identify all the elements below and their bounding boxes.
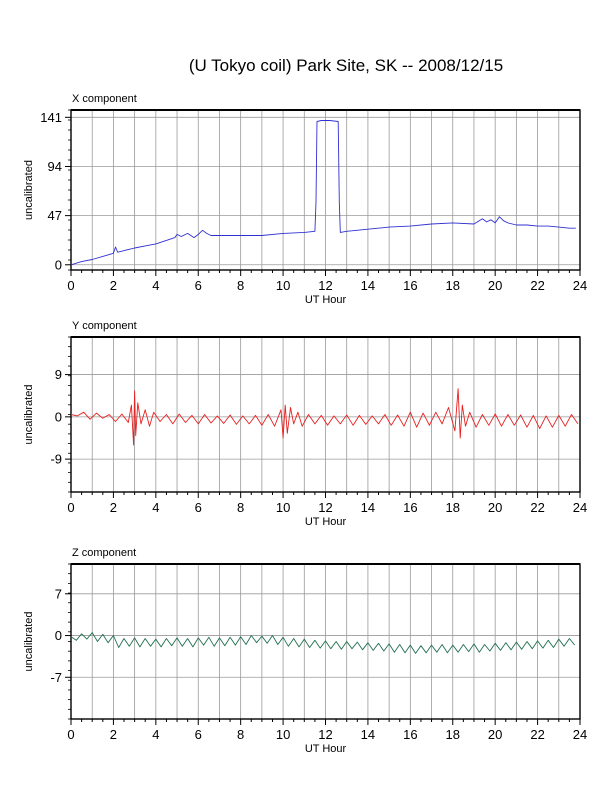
y-tick-label: 94: [48, 159, 62, 174]
x-tick-label: 12: [318, 278, 332, 293]
x-tick-label: 16: [403, 278, 417, 293]
x-tick-label: 8: [237, 727, 244, 742]
x-tick-label: 22: [530, 278, 544, 293]
x-tick-label: 2: [110, 500, 117, 515]
x-tick-label: 12: [318, 727, 332, 742]
x-tick-label: 6: [195, 278, 202, 293]
y-axis-label: uncalibrated: [23, 160, 35, 220]
y-tick-label: 9: [55, 367, 62, 382]
y-tick-label: -7: [50, 670, 62, 685]
panel-label: Z component: [72, 547, 136, 559]
x-tick-label: 18: [446, 278, 460, 293]
x-tick-label: 4: [152, 727, 159, 742]
x-tick-label: 12: [318, 500, 332, 515]
x-axis-label: UT Hour: [305, 294, 347, 306]
x-axis-label: UT Hour: [305, 516, 347, 528]
x-tick-label: 10: [276, 500, 290, 515]
page-title: (U Tokyo coil) Park Site, SK -- 2008/12/…: [188, 56, 504, 75]
x-tick-label: 2: [110, 278, 117, 293]
x-tick-label: 14: [361, 727, 375, 742]
x-tick-label: 4: [152, 500, 159, 515]
x-tick-label: 22: [530, 727, 544, 742]
x-tick-label: 24: [573, 278, 587, 293]
x-tick-label: 20: [488, 278, 502, 293]
x-tick-label: 16: [403, 500, 417, 515]
x-tick-label: 2: [110, 727, 117, 742]
y-tick-label: 47: [48, 208, 62, 223]
x-tick-label: 6: [195, 727, 202, 742]
x-tick-label: 0: [67, 727, 74, 742]
y-tick-label: 0: [55, 628, 62, 643]
x-tick-label: 24: [573, 727, 587, 742]
series-line-1: [70, 120, 576, 266]
x-tick-label: 0: [67, 278, 74, 293]
y-axis-label: uncalibrated: [23, 385, 35, 445]
x-axis-label: UT Hour: [305, 743, 347, 755]
x-tick-label: 20: [488, 500, 502, 515]
panel-label: X component: [72, 93, 137, 105]
x-tick-label: 22: [530, 500, 544, 515]
x-tick-label: 14: [361, 278, 375, 293]
x-tick-label: 24: [573, 500, 587, 515]
y-tick-label: 141: [40, 110, 62, 125]
x-tick-label: 18: [446, 500, 460, 515]
series-line-1: [70, 388, 579, 446]
x-tick-label: 8: [237, 500, 244, 515]
x-tick-label: 18: [446, 727, 460, 742]
x-tick-label: 10: [276, 727, 290, 742]
x-tick-label: 6: [195, 500, 202, 515]
x-tick-label: 10: [276, 278, 290, 293]
x-tick-label: 16: [403, 727, 417, 742]
x-tick-label: 8: [237, 278, 244, 293]
x-tick-label: 4: [152, 278, 159, 293]
y-tick-label: 0: [55, 409, 62, 424]
panel-label: Y component: [72, 320, 137, 332]
x-tick-label: 14: [361, 500, 375, 515]
y-tick-label: 7: [55, 586, 62, 601]
y-tick-label: -9: [50, 452, 62, 467]
x-tick-label: 0: [67, 500, 74, 515]
y-axis-label: uncalibrated: [23, 612, 35, 672]
series-line-1: [70, 632, 576, 654]
y-tick-label: 0: [55, 257, 62, 272]
x-tick-label: 20: [488, 727, 502, 742]
